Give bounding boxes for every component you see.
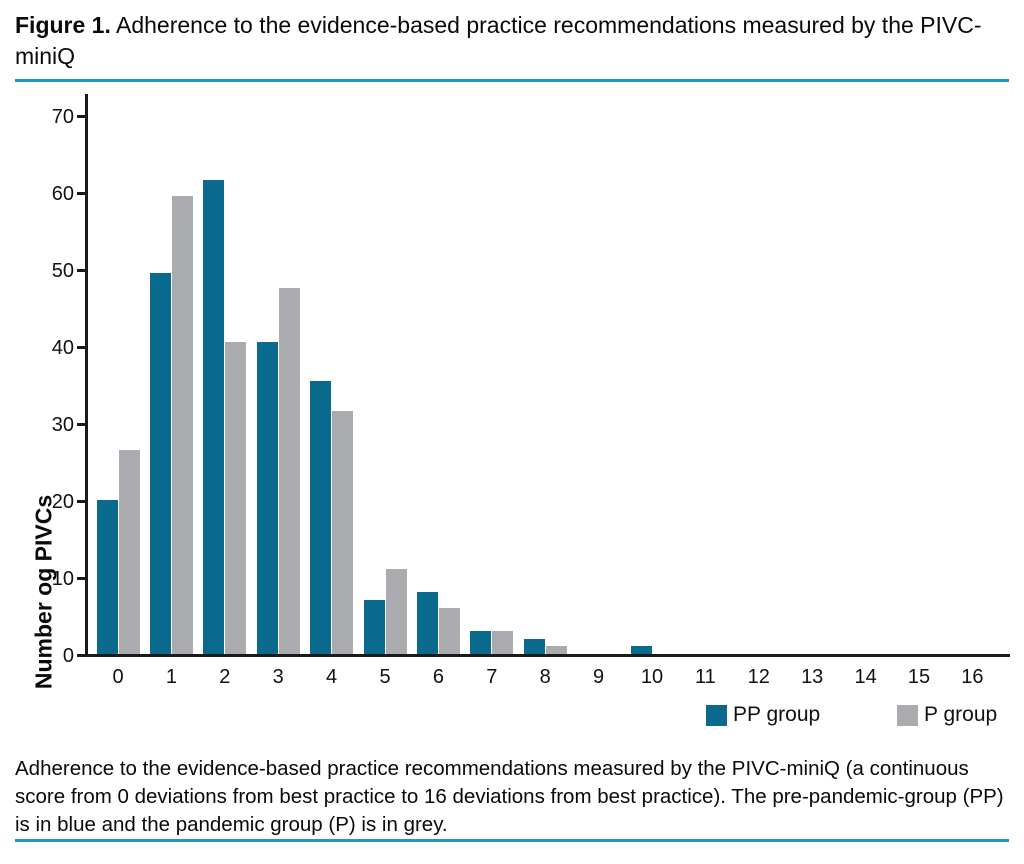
- x-axis-tick-label-7: 7: [486, 666, 498, 688]
- bar-pp-group-x7: [470, 630, 492, 654]
- x-axis-tick-label-13: 13: [801, 666, 824, 688]
- x-axis-tick-label-14: 14: [854, 666, 877, 688]
- bar-pp-group-x5: [363, 600, 385, 654]
- y-axis-tick-label-10: 10: [51, 567, 74, 590]
- x-axis-tick-label-9: 9: [593, 666, 605, 688]
- figure-title: Figure 1. Adherence to the evidence-base…: [15, 10, 1007, 72]
- y-axis-tick-label-50: 50: [51, 259, 74, 282]
- legend-swatch-p-group: [897, 705, 918, 726]
- x-axis-tick-label-3: 3: [272, 666, 284, 688]
- legend-swatch-pp-group: [706, 705, 727, 726]
- y-axis-tick-0: [77, 654, 85, 657]
- figure-title-text: Adherence to the evidence-based practice…: [15, 12, 982, 69]
- bar-pp-group-x3: [256, 342, 278, 654]
- x-axis-tick-label-0: 0: [112, 666, 124, 688]
- bottom-divider-rule: [15, 839, 1009, 842]
- y-axis-tick-60: [77, 192, 85, 195]
- y-axis-tick-10: [77, 577, 85, 580]
- bar-p-group-x6: [438, 607, 460, 654]
- bar-pp-group-x4: [310, 380, 332, 654]
- legend-label-p-group: P group: [924, 703, 998, 726]
- y-axis-tick-label-40: 40: [51, 336, 74, 359]
- figure-caption: Adherence to the evidence-based practice…: [15, 757, 1004, 836]
- legend-label-pp-group: PP group: [733, 703, 821, 726]
- bar-pp-group-x2: [203, 180, 225, 654]
- x-axis-tick-label-8: 8: [539, 666, 551, 688]
- y-axis-tick-label-20: 20: [51, 490, 74, 513]
- bar-p-group-x3: [278, 288, 300, 654]
- y-axis-tick-30: [77, 423, 85, 426]
- bar-p-group-x8: [545, 646, 567, 654]
- bar-p-group-x2: [225, 342, 247, 654]
- bar-pp-group-x8: [523, 638, 545, 654]
- y-axis-tick-label-60: 60: [51, 182, 74, 205]
- x-axis-tick-label-11: 11: [695, 666, 716, 688]
- x-axis-tick-label-10: 10: [640, 666, 664, 688]
- x-axis-tick-label-15: 15: [907, 666, 931, 688]
- y-axis-tick-label-0: 0: [62, 644, 74, 667]
- y-axis-tick-20: [77, 500, 85, 503]
- bar-p-group-x5: [385, 569, 407, 654]
- x-axis-tick-label-6: 6: [432, 666, 444, 688]
- x-axis-tick-label-4: 4: [326, 666, 338, 688]
- x-axis-line: [85, 654, 1010, 657]
- bar-p-group-x1: [171, 195, 193, 654]
- y-axis-line: [85, 94, 88, 657]
- bar-pp-group-x0: [96, 500, 118, 654]
- bar-pp-group-x10: [630, 646, 652, 654]
- y-axis-tick-40: [77, 346, 85, 349]
- bar-pp-group-x6: [416, 592, 438, 654]
- bar-pp-group-x1: [149, 272, 171, 654]
- x-axis-tick-label-2: 2: [219, 666, 231, 688]
- figure-number-label: Figure 1.: [15, 12, 111, 38]
- bar-p-group-x7: [492, 630, 514, 654]
- y-axis-tick-label-30: 30: [51, 413, 74, 436]
- x-axis-tick-label-5: 5: [379, 666, 391, 688]
- y-axis-tick-70: [77, 115, 85, 118]
- bar-p-group-x4: [332, 411, 354, 654]
- y-axis-tick-50: [77, 269, 85, 272]
- x-axis-tick-label-12: 12: [747, 666, 770, 688]
- bar-p-group-x0: [118, 449, 140, 654]
- x-axis-tick-label-1: 1: [165, 666, 177, 688]
- x-axis-tick-label-16: 16: [961, 666, 984, 688]
- y-axis-tick-label-70: 70: [51, 105, 74, 128]
- top-divider-rule: [15, 79, 1009, 82]
